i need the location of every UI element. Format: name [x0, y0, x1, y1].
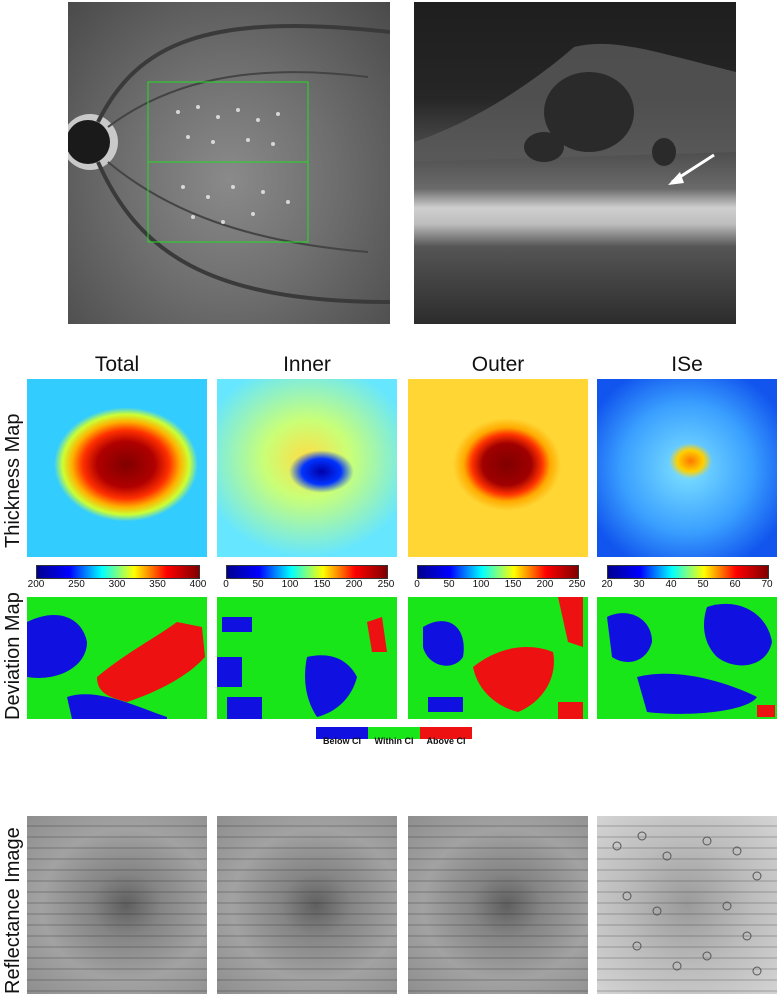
- row-label-reflectance: Reflectance Image: [2, 827, 24, 994]
- colorbar-ticks-outer: 0 50 100 150 200 250: [414, 579, 586, 590]
- deviation-map-outer: [408, 597, 588, 719]
- thickness-map-ise: [597, 379, 777, 557]
- colorbar-ticks-total: 200 250 300 350 400: [27, 579, 207, 590]
- reflectance-image-total: [27, 816, 207, 994]
- reflectance-image-ise: [597, 816, 777, 994]
- deviation-map-inner: [217, 597, 397, 719]
- thickness-map-outer: [408, 379, 588, 557]
- reflectance-image-outer: [408, 816, 588, 994]
- legend-above-ci: Above CI: [420, 727, 472, 746]
- colorbar-total: [36, 565, 200, 579]
- deviation-map-ise: [597, 597, 777, 719]
- colorbar-ticks-inner: 0 50 100 150 200 250: [223, 579, 395, 590]
- row-label-thickness: Thickness Map: [2, 413, 24, 549]
- thickness-map-total: [27, 379, 207, 557]
- colorbar-ticks-ise: 20 30 40 50 60 70: [601, 579, 773, 590]
- thickness-map-inner: [217, 379, 397, 557]
- column-title-total: Total: [94, 353, 140, 376]
- legend-below-ci: Below CI: [316, 727, 368, 746]
- colorbar-outer: [417, 565, 579, 579]
- legend-within-ci: Within CI: [368, 727, 420, 746]
- colorbar-ise: [607, 565, 769, 579]
- column-title-ise: ISe: [671, 353, 703, 376]
- fundus-image: [68, 2, 390, 324]
- column-title-outer: Outer: [471, 353, 525, 376]
- fundus-vessels: [68, 24, 390, 304]
- oct-bscan-image: [414, 2, 736, 324]
- colorbar-inner: [226, 565, 388, 579]
- oct-structure: [414, 43, 736, 185]
- column-title-inner: Inner: [283, 353, 331, 376]
- deviation-map-total: [27, 597, 207, 719]
- row-label-deviation: Deviation Map: [2, 592, 24, 720]
- reflectance-image-inner: [217, 816, 397, 994]
